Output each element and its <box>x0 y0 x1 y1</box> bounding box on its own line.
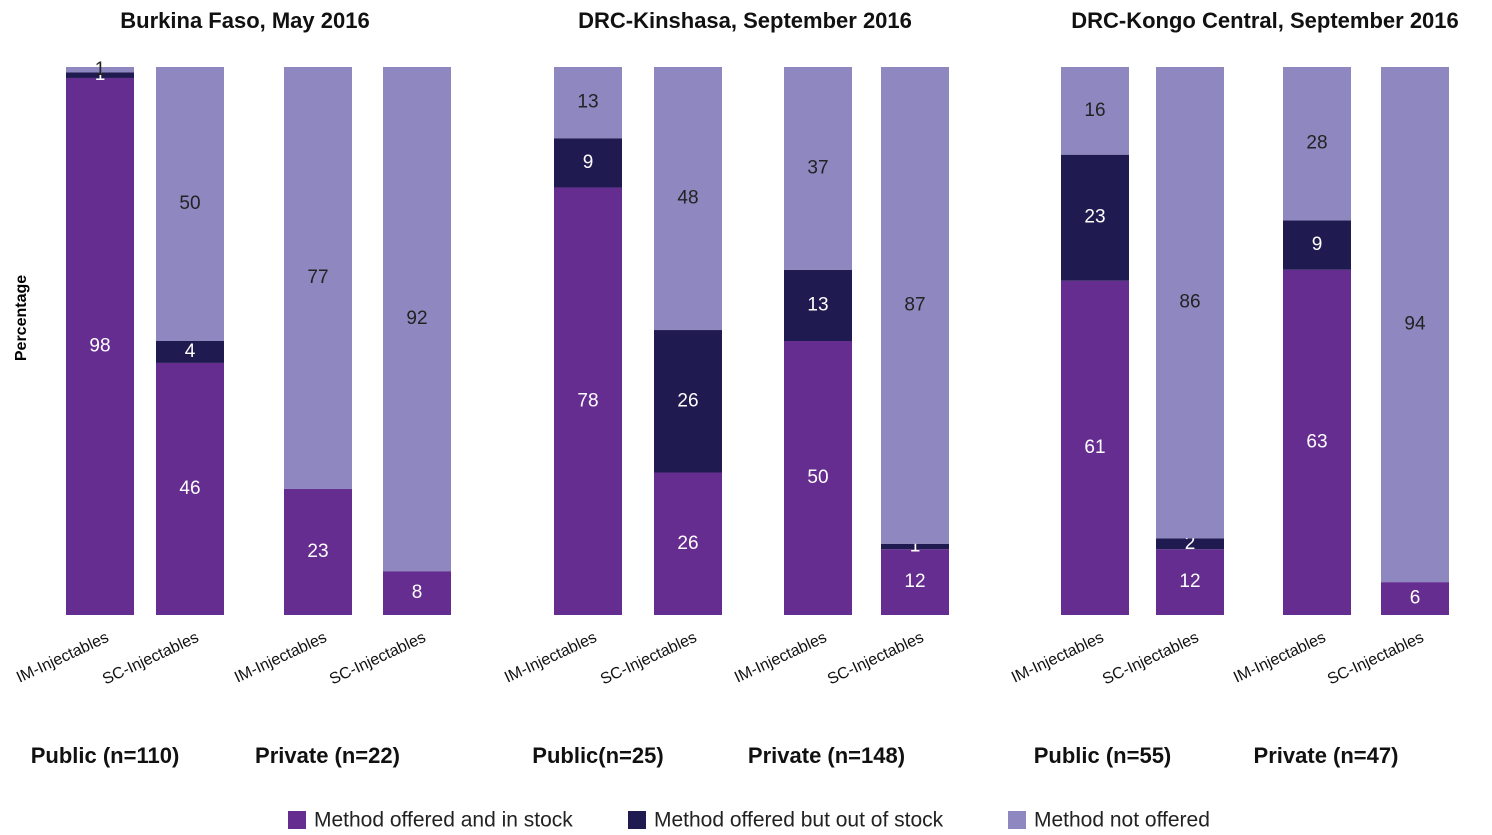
x-tick-label: SC-Injectables <box>1100 629 1201 688</box>
bar-segment <box>1381 67 1449 583</box>
group-label: Private (n=22) <box>255 743 400 768</box>
data-label: 50 <box>807 467 828 488</box>
x-tick-label: SC-Injectables <box>100 629 201 688</box>
chart-title: DRC-Kongo Central, September 2016 <box>1071 8 1459 33</box>
chart-title: Burkina Faso, May 2016 <box>120 8 369 33</box>
bar-segment <box>383 67 451 572</box>
data-label: 1 <box>95 59 106 80</box>
group-label: Private (n=148) <box>748 743 905 768</box>
bar-segment <box>1061 280 1129 615</box>
bar-segment <box>554 138 622 188</box>
bar-segment <box>654 67 722 331</box>
bar-segment <box>1381 582 1449 615</box>
bar-segment <box>554 67 622 139</box>
data-label: 46 <box>179 478 200 499</box>
x-tick-label: SC-Injectables <box>825 629 926 688</box>
data-label: 12 <box>904 571 925 592</box>
group-label: Private (n=47) <box>1254 743 1399 768</box>
bar-segment <box>784 269 852 341</box>
data-label: 28 <box>1306 133 1327 154</box>
data-label: 48 <box>677 188 698 209</box>
data-label: 6 <box>1410 588 1421 609</box>
legend-label: Method not offered <box>1034 809 1210 832</box>
bar-segment <box>554 187 622 615</box>
data-label: 86 <box>1179 292 1200 313</box>
bar-segment <box>1156 67 1224 539</box>
bar-segment <box>284 488 352 615</box>
data-label: 98 <box>89 335 110 356</box>
data-label: 1 <box>95 64 106 85</box>
data-label: 37 <box>807 157 828 178</box>
data-label: 2 <box>1185 533 1196 554</box>
x-tick-label: IM-Injectables <box>1231 629 1328 687</box>
legend-label: Method offered but out of stock <box>654 809 944 832</box>
bar-segment <box>1156 538 1224 550</box>
bar-segment <box>654 472 722 615</box>
legend-label: Method offered and in stock <box>314 809 573 832</box>
bar-segment <box>784 341 852 615</box>
bar-segment <box>156 341 224 363</box>
x-tick-label: SC-Injectables <box>598 629 699 688</box>
bar-segment <box>1156 549 1224 615</box>
data-label: 12 <box>1179 571 1200 592</box>
data-label: 92 <box>406 308 427 329</box>
y-axis-label: Percentage <box>13 275 30 361</box>
x-tick-label: IM-Injectables <box>14 629 111 687</box>
bar-segment <box>1283 269 1351 615</box>
data-label: 78 <box>577 390 598 411</box>
bar-segment <box>654 330 722 473</box>
chart-title: DRC-Kinshasa, September 2016 <box>578 8 912 33</box>
x-tick-label: IM-Injectables <box>1009 629 1106 687</box>
bar-segment <box>1283 67 1351 221</box>
legend-swatch <box>628 811 646 829</box>
data-label: 9 <box>583 152 594 173</box>
data-label: 13 <box>577 92 598 113</box>
data-label: 13 <box>807 294 828 315</box>
group-label: Public(n=25) <box>532 743 663 768</box>
bar-segment <box>1061 154 1129 281</box>
data-label: 50 <box>179 193 200 214</box>
x-tick-label: IM-Injectables <box>732 629 829 687</box>
group-label: Public (n=55) <box>1034 743 1172 768</box>
data-label: 94 <box>1404 314 1426 335</box>
bar-segment <box>881 67 949 544</box>
legend-swatch <box>288 811 306 829</box>
data-label: 9 <box>1312 234 1323 255</box>
data-label: 23 <box>1084 207 1105 228</box>
x-tick-label: SC-Injectables <box>327 629 428 688</box>
data-label: 4 <box>185 341 196 362</box>
bar-segment <box>284 67 352 489</box>
bar-segment <box>383 571 451 615</box>
data-label: 1 <box>910 536 921 557</box>
bar-segment <box>881 543 949 550</box>
legend-swatch <box>1008 811 1026 829</box>
bar-segment <box>1061 67 1129 155</box>
data-label: 63 <box>1306 431 1327 452</box>
data-label: 26 <box>677 390 698 411</box>
group-label: Public (n=110) <box>31 743 180 768</box>
data-label: 77 <box>307 267 328 288</box>
bar-segment <box>66 72 134 78</box>
data-label: 16 <box>1084 100 1105 121</box>
data-label: 87 <box>904 294 925 315</box>
data-label: 26 <box>677 533 698 554</box>
bar-segment <box>881 549 949 615</box>
x-tick-label: IM-Injectables <box>502 629 599 687</box>
bar-segment <box>156 67 224 341</box>
x-tick-label: SC-Injectables <box>1325 629 1426 688</box>
bar-segment <box>66 67 134 73</box>
bar-segment <box>156 362 224 615</box>
bar-segment <box>66 77 134 615</box>
bar-segment <box>1283 220 1351 270</box>
x-tick-label: IM-Injectables <box>232 629 329 687</box>
data-label: 61 <box>1084 437 1105 458</box>
data-label: 8 <box>412 582 423 603</box>
bar-segment <box>784 67 852 270</box>
data-label: 23 <box>307 541 328 562</box>
